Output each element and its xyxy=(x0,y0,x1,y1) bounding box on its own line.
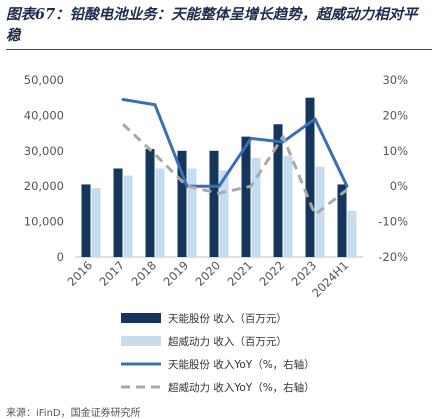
x-tick-label: 2019 xyxy=(161,258,192,289)
left-tick-label: 0 xyxy=(57,250,64,264)
x-tick-label: 2020 xyxy=(193,258,224,289)
tianneng-revenue-bar xyxy=(241,136,251,257)
tianneng-revenue-bar xyxy=(305,97,315,257)
x-tick-label: 2024H1 xyxy=(309,258,351,300)
left-tick-label: 30,000 xyxy=(24,144,64,158)
tianneng-revenue-bar xyxy=(113,168,123,257)
chaowei-revenue-bar xyxy=(91,187,101,257)
tianneng-revenue-bar xyxy=(145,149,155,257)
legend-tianneng-yoy-label: 天能股份 收入YoY（%，右轴） xyxy=(168,358,315,371)
left-tick-label: 20,000 xyxy=(24,179,64,193)
tianneng-revenue-bar xyxy=(273,124,283,257)
tianneng-revenue-bar xyxy=(81,184,91,257)
tianneng-yoy-line xyxy=(121,97,349,188)
chaowei-revenue-bar xyxy=(283,156,293,257)
chart-lines xyxy=(121,97,349,217)
legend-chaowei-revenue-label: 超威动力 收入（百万元） xyxy=(168,335,287,348)
tianneng-revenue-bar xyxy=(209,150,219,257)
chart-legend: 天能股份 收入（百万元） 超威动力 收入（百万元） 天能股份 收入YoY（%，右轴）… xyxy=(121,312,315,394)
right-tick-label: -20% xyxy=(378,250,408,264)
left-tick-label: 50,000 xyxy=(24,73,64,87)
left-tick-label: 10,000 xyxy=(24,215,64,229)
right-tick-label: 30% xyxy=(382,73,408,87)
chaowei-revenue-bar xyxy=(347,210,357,257)
right-tick-label: 10% xyxy=(382,144,408,158)
tianneng-revenue-bar xyxy=(177,150,187,257)
x-tick-label: 2017 xyxy=(97,258,128,289)
x-tick-label: 2018 xyxy=(129,258,160,289)
chaowei-revenue-bar xyxy=(155,168,165,257)
right-tick-label: 20% xyxy=(382,108,408,122)
chaowei-revenue-bar xyxy=(219,170,229,257)
chaowei-revenue-bar xyxy=(251,157,261,257)
chaowei-revenue-bar xyxy=(187,168,197,257)
right-tick-label: -10% xyxy=(378,215,408,229)
x-tick-label: 2022 xyxy=(257,258,288,289)
right-tick-label: 0% xyxy=(390,179,408,193)
x-tick-label: 2021 xyxy=(225,258,256,289)
chart-bars xyxy=(81,97,357,257)
legend-chaowei-yoy-label: 超威动力 收入YoY（%，右轴） xyxy=(168,381,315,394)
source-note: 来源：iFinD，国金证券研究所 xyxy=(6,408,141,419)
figure-title: 图表67：铅酸电池业务：天能整体呈增长趋势，超威动力相对平稳 xyxy=(6,4,432,50)
left-tick-label: 40,000 xyxy=(24,108,64,122)
tianneng-revenue-bar xyxy=(337,184,347,257)
chaowei-yoy-line xyxy=(121,123,348,217)
legend-chaowei-revenue-swatch xyxy=(121,336,161,346)
chaowei-revenue-bar xyxy=(123,175,133,257)
legend-tianneng-revenue-label: 天能股份 收入（百万元） xyxy=(168,312,287,325)
legend-tianneng-revenue-swatch xyxy=(121,313,161,323)
x-tick-label: 2016 xyxy=(65,258,96,289)
